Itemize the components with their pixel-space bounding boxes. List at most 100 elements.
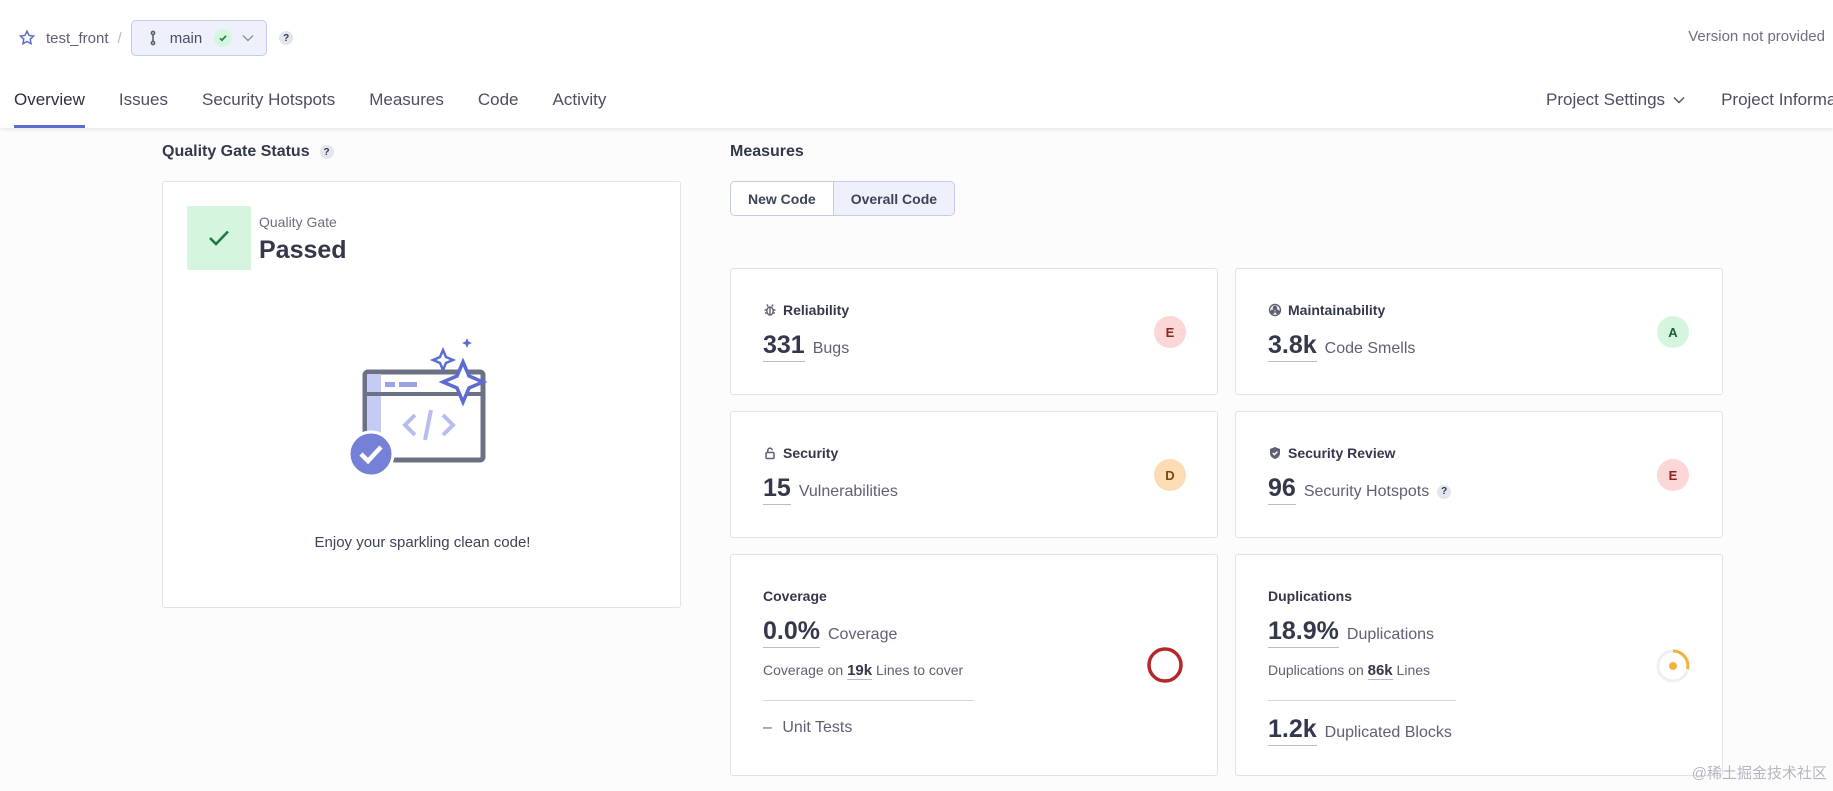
bugs-label: Bugs [812, 340, 850, 357]
check-icon [187, 206, 251, 270]
security-review-title: Security Review [1288, 445, 1396, 461]
project-name-link[interactable]: test_front [46, 29, 109, 47]
maintainability-icon [1268, 303, 1282, 317]
coverage-header: Coverage [763, 588, 827, 604]
measures-title: Measures [730, 143, 804, 160]
duplications-lines-suffix: Lines [1396, 662, 1431, 678]
bugs-count[interactable]: 331 [763, 331, 805, 362]
duplications-label: Duplications [1346, 626, 1435, 643]
watermark: @稀土掘金技术社区 [1691, 765, 1827, 782]
coverage-ring-icon [1147, 647, 1183, 683]
tab-code[interactable]: Code [477, 90, 519, 109]
vulnerabilities-count[interactable]: 15 [763, 474, 791, 505]
duplications-divider [1268, 700, 1456, 701]
vulnerabilities-metric: 15 Vulnerabilities [763, 474, 898, 505]
bugs-metric: 331 Bugs [763, 331, 849, 362]
coverage-label: Coverage [827, 626, 898, 643]
tab-issues[interactable]: Issues [118, 90, 168, 109]
lines-to-cover-count[interactable]: 19k [847, 662, 873, 680]
quality-gate-title: Quality Gate Status [162, 143, 310, 160]
unit-tests-dash: – [763, 719, 772, 736]
security-rating[interactable]: D [1154, 459, 1186, 491]
tab-measures[interactable]: Measures [369, 90, 444, 109]
security-header: Security [763, 445, 838, 461]
quality-gate-label: Quality Gate [259, 214, 337, 230]
security-review-header: Security Review [1268, 445, 1395, 461]
duplications-percent[interactable]: 18.9% [1268, 617, 1339, 648]
tab-security-hotspots[interactable]: Security Hotspots [202, 90, 336, 109]
breadcrumb: test_front / main ? [18, 20, 294, 56]
vulnerabilities-label: Vulnerabilities [798, 483, 898, 500]
coverage-lines: Coverage on 19k Lines to cover [763, 662, 964, 680]
star-icon[interactable] [18, 29, 36, 47]
overall-code-toggle[interactable]: Overall Code [832, 182, 955, 215]
maintainability-rating[interactable]: A [1657, 316, 1689, 348]
security-hotspots-text: Security Hotspots [1303, 483, 1430, 500]
duplicated-lines-count[interactable]: 86k [1367, 662, 1393, 680]
tab-overview[interactable]: Overview [14, 78, 85, 128]
duplications-lines: Duplications on 86k Lines [1268, 662, 1431, 680]
security-review-card: Security Review 96 Security Hotspots? E [1235, 411, 1723, 538]
project-information-link[interactable]: Project Informa [1721, 90, 1833, 109]
coverage-card: Coverage 0.0% Coverage Coverage on 19k L… [730, 554, 1218, 776]
coverage-divider [763, 700, 974, 701]
code-smells-count[interactable]: 3.8k [1268, 331, 1317, 362]
security-hotspots-help-icon[interactable]: ? [1437, 484, 1452, 499]
branch-name: main [169, 29, 203, 47]
duplications-ring-icon [1656, 649, 1690, 683]
security-hotspots-metric: 96 Security Hotspots? [1268, 474, 1452, 505]
duplications-card: Duplications 18.9% Duplications Duplicat… [1235, 554, 1723, 776]
unit-tests-metric: – Unit Tests [763, 719, 852, 737]
reliability-header: Reliability [763, 302, 849, 318]
project-settings-menu[interactable]: Project Settings [1546, 78, 1685, 128]
quality-gate-help-icon[interactable]: ? [319, 145, 334, 159]
tab-activity[interactable]: Activity [552, 90, 607, 109]
duplicated-blocks-count[interactable]: 1.2k [1268, 715, 1317, 746]
quality-gate-message: Enjoy your sparkling clean code! [314, 534, 531, 551]
breadcrumb-separator: / [117, 29, 122, 47]
check-icon [214, 29, 233, 47]
security-hotspots-count[interactable]: 96 [1268, 474, 1296, 505]
security-title: Security [783, 445, 839, 461]
coverage-title: Coverage [763, 588, 827, 604]
reliability-rating[interactable]: E [1154, 316, 1186, 348]
maintainability-header: Maintainability [1268, 302, 1385, 318]
security-hotspots-label: Security Hotspots? [1303, 483, 1452, 501]
version-label: Version not provided [1688, 28, 1825, 45]
quality-gate-status: Passed [259, 236, 347, 264]
branch-selector[interactable]: main [130, 20, 268, 56]
coverage-lines-prefix: Coverage on [763, 662, 844, 678]
chevron-down-icon [242, 35, 254, 42]
branch-icon [150, 30, 156, 46]
branch-help-icon[interactable]: ? [279, 31, 294, 45]
project-nav-right: Project Settings Project Informa [1546, 78, 1833, 128]
reliability-card: Reliability 331 Bugs E [730, 268, 1218, 395]
bug-icon [764, 304, 776, 316]
security-review-rating[interactable]: E [1657, 459, 1689, 491]
duplicated-blocks-label: Duplicated Blocks [1324, 724, 1452, 741]
duplications-title: Duplications [1268, 588, 1353, 604]
unit-tests-label: Unit Tests [782, 719, 853, 736]
duplications-lines-prefix: Duplications on [1268, 662, 1364, 678]
code-period-toggle: New Code Overall Code [730, 181, 956, 216]
duplications-header: Duplications [1268, 588, 1352, 604]
security-card: Security 15 Vulnerabilities D [730, 411, 1218, 538]
quality-gate-heading: Quality Gate Status ? [162, 143, 334, 161]
clean-code-illustration [347, 338, 488, 478]
code-smells-label: Code Smells [1324, 340, 1416, 357]
project-header: test_front / main ? Version not provided… [0, 0, 1833, 128]
duplications-metric: 18.9% Duplications [1268, 617, 1434, 648]
code-smells-metric: 3.8k Code Smells [1268, 331, 1415, 362]
maintainability-title: Maintainability [1288, 302, 1386, 318]
duplicated-blocks-metric: 1.2k Duplicated Blocks [1268, 715, 1452, 746]
coverage-lines-suffix: Lines to cover [875, 662, 964, 678]
coverage-percent[interactable]: 0.0% [763, 617, 820, 648]
chevron-down-icon [1673, 97, 1685, 104]
maintainability-card: Maintainability 3.8k Code Smells A [1235, 268, 1723, 395]
coverage-metric: 0.0% Coverage [763, 617, 897, 648]
lock-icon [765, 447, 775, 460]
new-code-toggle[interactable]: New Code [731, 182, 833, 215]
quality-gate-card: Quality Gate Passed Enjoy your sparkling… [162, 181, 681, 608]
reliability-title: Reliability [783, 302, 850, 318]
project-nav: Overview Issues Security Hotspots Measur… [14, 78, 640, 128]
